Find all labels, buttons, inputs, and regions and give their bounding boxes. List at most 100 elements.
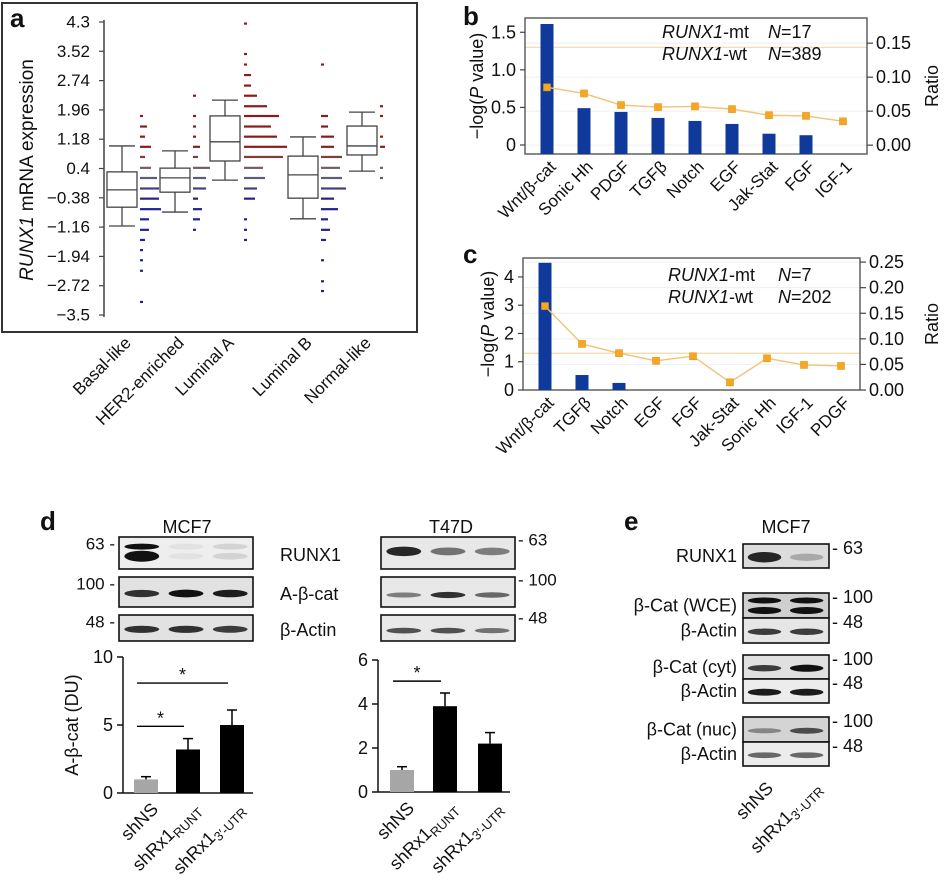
band [789, 727, 824, 734]
molecular-weight-marker: - 100 [518, 571, 557, 590]
bar [688, 120, 702, 154]
label-segment: RUNX1 [662, 44, 723, 64]
protein-label: β-Actin [681, 681, 737, 701]
plot-frame [522, 257, 861, 391]
label-segment: RUNX1 [662, 22, 723, 42]
blot-e-row-3 [742, 654, 830, 680]
y-left-axis-label: −log(P value) [467, 33, 487, 140]
bar [799, 135, 813, 154]
data-point-strip [244, 105, 267, 108]
data-point-strip [244, 63, 247, 66]
band [212, 543, 248, 550]
band [168, 589, 204, 598]
y-tick-label: 10 [93, 647, 113, 667]
bar [134, 779, 158, 793]
y-right-tick-label: 0.10 [869, 329, 904, 349]
band [789, 664, 824, 672]
significance-star: * [413, 663, 420, 683]
blot-mcf7-2 [118, 614, 254, 642]
y-tick-label: −1.16 [47, 218, 90, 237]
band [747, 628, 782, 635]
band [474, 627, 510, 634]
data-point-strip [140, 187, 159, 190]
ratio-marker [691, 102, 699, 111]
y-tick-label: 3.52 [57, 42, 90, 61]
x-tick-label: PDGF [587, 157, 634, 204]
label-segment: 3′-UTR [210, 804, 249, 843]
x-tick-label: PDGF [807, 393, 854, 440]
box-iqr [209, 115, 241, 162]
box-luminal-b [287, 63, 346, 293]
data-point-strip [244, 135, 277, 138]
band [747, 752, 782, 759]
legend-sample-size: N=202 [778, 287, 832, 307]
molecular-weight-marker: - 63 [832, 538, 863, 558]
data-point-strip [244, 125, 271, 128]
y-tick-label: 1.96 [57, 100, 90, 119]
molecular-weight-marker: - 48 [832, 736, 863, 756]
molecular-weight-marker: 63 - [86, 535, 115, 554]
data-point-strip [321, 218, 328, 221]
data-point-strip [321, 125, 328, 128]
y-right-tick-label: 0.05 [869, 354, 904, 374]
data-point-strip [244, 197, 255, 200]
label-segment: N [768, 44, 782, 64]
molecular-weight-marker: - 100 [832, 587, 873, 607]
band [212, 625, 248, 633]
protein-label: β-Actin [681, 621, 737, 641]
data-point-strip [193, 145, 200, 148]
ratio-marker [580, 89, 588, 98]
data-point-strip [140, 300, 143, 304]
data-point-strip [321, 187, 346, 190]
significance-star: * [179, 665, 186, 685]
data-point-strip [193, 176, 206, 180]
ratio-marker [728, 105, 736, 113]
protein-label: β-Cat (cyt) [653, 657, 737, 677]
band [474, 592, 510, 598]
ratio-marker [654, 103, 662, 111]
bar [478, 743, 502, 792]
data-point-strip [380, 105, 383, 108]
data-point-strip [193, 114, 196, 118]
significance-star: * [157, 708, 164, 728]
label-segment: =389 [781, 44, 822, 64]
bar [390, 770, 414, 792]
band [747, 597, 782, 604]
bar [575, 375, 589, 390]
protein-label: β-Cat (nuc) [647, 720, 737, 740]
data-point-strip [380, 145, 385, 148]
y-left-tick-label: 0.5 [491, 97, 516, 117]
ratio-marker [617, 101, 625, 109]
y-left-tick-label: 2 [504, 323, 514, 343]
band [124, 589, 160, 598]
data-point-strip [193, 94, 196, 97]
data-point-strip [244, 218, 247, 221]
y-tick-label: −0.38 [47, 188, 90, 207]
data-point-strip [193, 155, 198, 159]
blot-title: MCF7 [762, 517, 811, 537]
band [747, 728, 782, 734]
blot-e-row-1 [742, 592, 830, 619]
data-point-strip [140, 249, 143, 252]
label-segment: =17 [781, 22, 812, 42]
band [789, 628, 824, 635]
x-tick-label: Wnt/β-cat [493, 393, 558, 458]
y-right-tick-label: 0.25 [869, 252, 904, 272]
y-tick-label: 2 [358, 738, 368, 758]
data-point-strip [140, 166, 151, 169]
label-segment: 3′-UTR [787, 783, 826, 822]
panel-label-c: c [463, 239, 477, 269]
y-right-axis-label: Ratio [922, 65, 942, 107]
data-point-strip [193, 135, 196, 138]
x-tick-label: Notch [663, 157, 708, 202]
x-tick-label: TGFβ [626, 157, 671, 202]
data-point-strip [140, 208, 161, 211]
data-point-strip [321, 289, 324, 293]
panel-b-pathway-chart: 0 0.5 1.0 1.5 0.00 0.05 0.10 0.15 −log(P value) R… [467, 17, 942, 222]
blot-title: T47D [429, 517, 473, 537]
y-left-axis-label: −log(P value) [478, 271, 498, 378]
bar [612, 382, 626, 390]
blot-title: MCF7 [163, 517, 212, 537]
